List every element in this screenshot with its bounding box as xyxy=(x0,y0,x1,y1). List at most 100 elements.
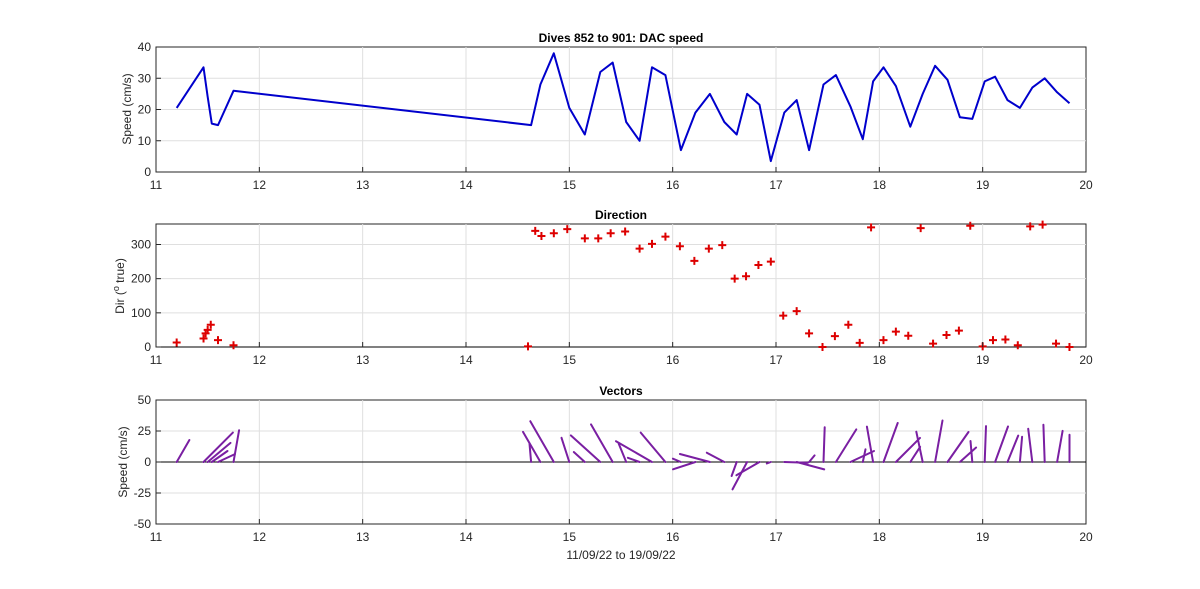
speed-y-axis-label: Speed (cm/s) xyxy=(120,73,134,144)
x-tick-label: 15 xyxy=(563,530,577,544)
vector-stick xyxy=(671,457,682,463)
direction-marker xyxy=(675,242,684,251)
direction-marker xyxy=(879,336,888,345)
direction-marker xyxy=(172,338,181,347)
x-tick-label: 16 xyxy=(666,353,680,367)
vector-stick xyxy=(934,419,944,463)
x-tick-label: 12 xyxy=(253,353,267,367)
vector-stick xyxy=(678,453,711,463)
direction-marker xyxy=(830,332,839,341)
direction-marker xyxy=(199,334,208,343)
vector-stick xyxy=(1027,427,1034,463)
vector-sticks xyxy=(156,419,1086,491)
direction-marker xyxy=(867,223,876,232)
vector-stick xyxy=(808,454,816,463)
direction-marker xyxy=(1026,222,1035,231)
vector-stick xyxy=(202,431,234,463)
x-tick-label: 19 xyxy=(976,530,990,544)
vector-stick xyxy=(590,423,614,463)
x-tick-label: 17 xyxy=(769,353,783,367)
x-tick-label: 18 xyxy=(873,178,887,192)
direction-axes-frame xyxy=(155,223,1087,348)
x-tick-label: 11 xyxy=(150,178,163,192)
vector-stick xyxy=(1056,429,1064,463)
vector-panel-title: Vectors xyxy=(599,384,643,398)
speed-series-line xyxy=(175,52,1071,163)
x-tick-label: 20 xyxy=(1079,530,1093,544)
direction-marker xyxy=(537,231,546,240)
x-tick-label: 17 xyxy=(769,530,783,544)
vector-stick xyxy=(849,450,875,463)
y-tick-label: 300 xyxy=(131,238,151,252)
direction-marker xyxy=(966,221,975,230)
vector-stick xyxy=(617,442,628,463)
direction-marker xyxy=(779,311,788,320)
direction-marker xyxy=(916,224,925,233)
y-tick-label: 40 xyxy=(138,40,152,54)
x-tick-label: 13 xyxy=(356,178,370,192)
vector-stick xyxy=(232,429,241,463)
degree-superscript: o xyxy=(111,286,121,291)
x-tick-label: 16 xyxy=(666,530,680,544)
direction-marker xyxy=(818,343,827,351)
vector-stick xyxy=(909,445,922,463)
vector-stick xyxy=(865,425,875,463)
vector-stick xyxy=(969,440,974,463)
x-tick-label: 19 xyxy=(976,178,990,192)
y-tick-label: 200 xyxy=(131,272,151,286)
vector-stick xyxy=(210,450,229,463)
vector-stick xyxy=(861,448,867,463)
direction-grid xyxy=(156,224,1086,347)
x-tick-label: 17 xyxy=(769,178,783,192)
y-tick-label: 0 xyxy=(144,455,151,469)
direction-marker xyxy=(621,227,630,236)
direction-marker xyxy=(929,339,938,348)
vector-stick xyxy=(1006,434,1020,463)
x-tick-label: 18 xyxy=(873,353,887,367)
y-tick-label: 20 xyxy=(138,103,152,117)
vector-x-axis-label: 11/09/22 to 19/09/22 xyxy=(566,548,676,562)
direction-marker xyxy=(580,234,589,243)
vector-stick xyxy=(882,422,899,463)
x-tick-label: 14 xyxy=(459,178,473,192)
vector-stick xyxy=(731,461,749,491)
direction-y-axis-label: Dir (o true) xyxy=(111,258,127,314)
x-tick-label: 19 xyxy=(976,353,990,367)
x-tick-label: 11 xyxy=(150,530,163,544)
direction-marker xyxy=(1065,343,1074,351)
vector-stick xyxy=(705,451,726,463)
direction-marker xyxy=(1001,335,1010,344)
y-tick-label: 25 xyxy=(138,424,152,438)
x-tick-label: 14 xyxy=(459,353,473,367)
direction-marker xyxy=(1013,341,1022,350)
direction-marker xyxy=(635,244,644,253)
x-tick-label: 18 xyxy=(873,530,887,544)
y-tick-label: 10 xyxy=(138,134,152,148)
direction-marker xyxy=(531,226,540,235)
vector-stick xyxy=(822,426,826,463)
direction-marker xyxy=(648,239,656,248)
x-tick-label: 12 xyxy=(253,530,267,544)
vector-stick xyxy=(615,440,653,463)
direction-marker xyxy=(563,225,572,234)
x-tick-label: 20 xyxy=(1079,178,1093,192)
y-tick-label: 30 xyxy=(138,71,152,85)
direction-marker xyxy=(792,307,801,316)
vector-stick xyxy=(217,453,236,463)
direction-marker xyxy=(606,229,615,238)
y-tick-label: -50 xyxy=(134,517,152,531)
y-tick-label: 100 xyxy=(131,306,151,320)
direction-marker xyxy=(742,272,751,281)
direction-marker xyxy=(954,326,963,335)
direction-marker xyxy=(214,336,222,345)
x-tick-label: 13 xyxy=(356,353,370,367)
x-tick-label: 14 xyxy=(459,530,473,544)
direction-marker xyxy=(704,244,713,253)
vector-stick xyxy=(983,425,987,463)
direction-marker xyxy=(855,338,864,347)
vector-stick xyxy=(639,431,667,463)
direction-markers xyxy=(156,220,1086,351)
direction-marker xyxy=(718,241,727,250)
